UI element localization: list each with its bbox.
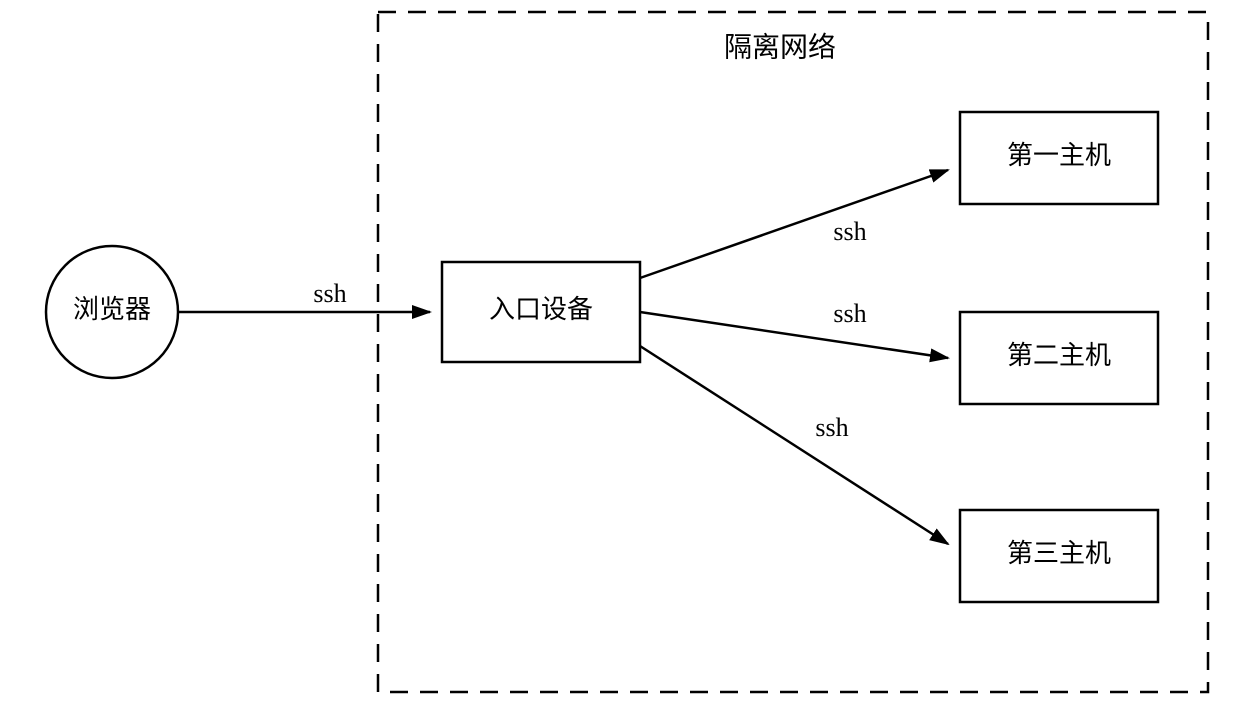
network-diagram: 隔离网络 浏览器 入口设备 第一主机第二主机第三主机 ssh ssh ssh ssh [0, 0, 1240, 704]
node-label-host2: 第二主机 [1007, 341, 1111, 370]
isolation-network-title: 隔离网络 [724, 31, 836, 63]
node-label-host1: 第一主机 [1007, 141, 1111, 170]
edge-gateway-host3 [640, 346, 948, 544]
edge-label-gateway-host1: ssh [833, 217, 866, 246]
node-label-host3: 第三主机 [1007, 539, 1111, 568]
edge-gateway-host1 [640, 170, 948, 278]
edge-gateway-host2 [640, 312, 948, 358]
diagram-canvas: 隔离网络 浏览器 入口设备 第一主机第二主机第三主机 ssh ssh ssh ssh [0, 0, 1240, 704]
edge-label-gateway-host2: ssh [833, 299, 866, 328]
edge-label-gateway-host3: ssh [815, 413, 848, 442]
edge-label-browser-gateway: ssh [313, 279, 346, 308]
node-label-gateway: 入口设备 [489, 295, 593, 324]
node-label-browser: 浏览器 [73, 295, 151, 324]
